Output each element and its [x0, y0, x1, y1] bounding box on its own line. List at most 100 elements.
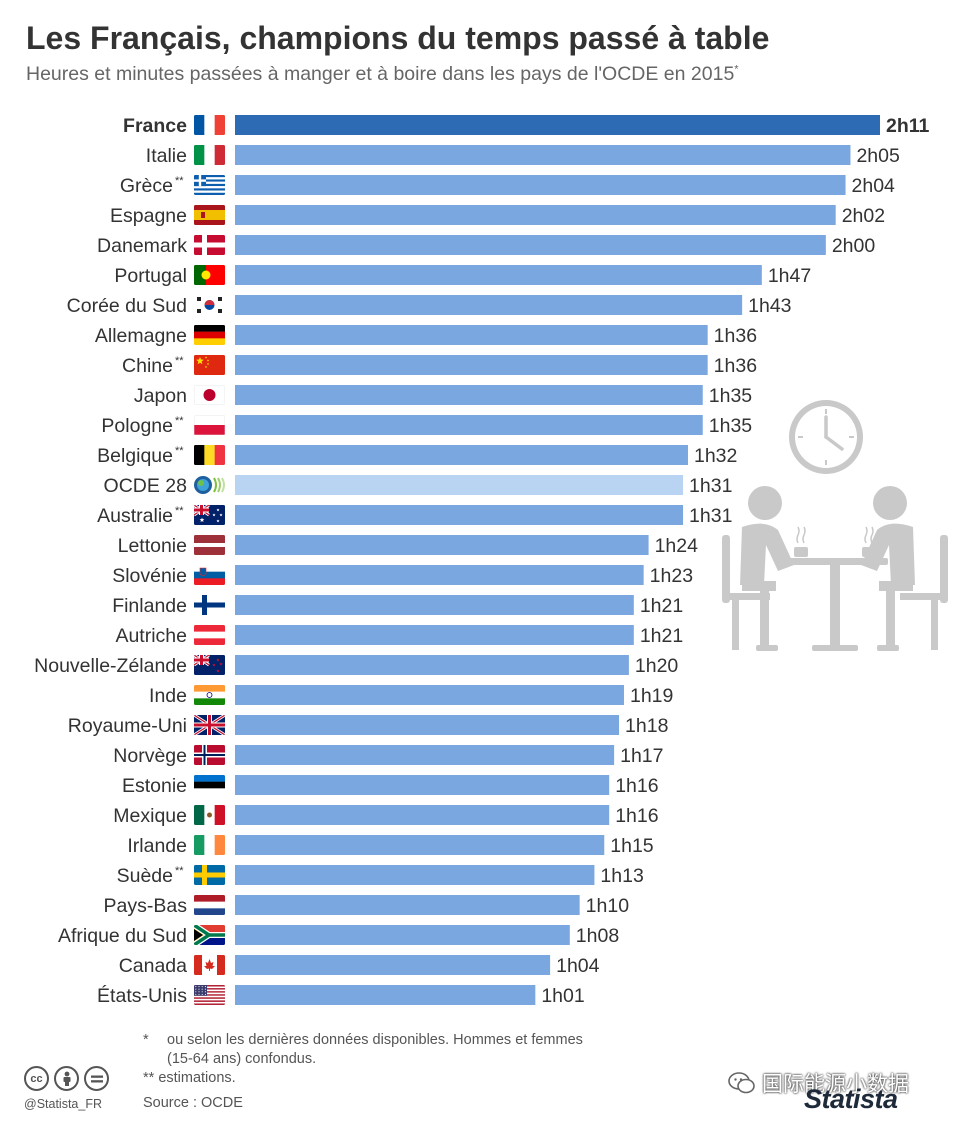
- flag-za-icon: [194, 925, 225, 945]
- category-label-pays-bas: Pays-Bas: [104, 895, 188, 917]
- category-label-royaume-uni: Royaume-Uni: [68, 715, 187, 737]
- category-label-lettonie: Lettonie: [118, 535, 187, 557]
- category-label-france: France: [123, 115, 187, 137]
- bar-pologne: [235, 415, 703, 435]
- flag-nz-icon: [194, 655, 225, 675]
- flag-it-icon: [194, 145, 225, 165]
- category-label-belgique: Belgique: [97, 445, 173, 467]
- bar-italie: [235, 145, 851, 165]
- creative-commons-icons: cc: [24, 1066, 109, 1091]
- value-label-belgique: 1h32: [694, 445, 737, 467]
- bar-mexique: [235, 805, 610, 825]
- bar-irlande: [235, 835, 605, 855]
- wechat-icon: [728, 1072, 755, 1094]
- source-note: Source : OCDE: [143, 1095, 243, 1111]
- flag-fi-icon: [194, 595, 225, 615]
- flag-gb-icon: [194, 715, 225, 735]
- bar-suede: [235, 865, 595, 885]
- category-footnote-mark: **: [175, 445, 184, 457]
- watermark-text: 国际能源小数据: [762, 1073, 909, 1096]
- category-label-ocde-28: OCDE 28: [104, 475, 187, 497]
- bar-slovenie: [235, 565, 644, 585]
- bar-norvege: [235, 745, 615, 765]
- flag-ie-icon: [194, 835, 225, 855]
- category-footnote-mark: **: [175, 505, 184, 517]
- flag-be-icon: [194, 445, 225, 465]
- category-footnote-mark: **: [175, 415, 184, 427]
- category-label-pologne: Pologne: [101, 415, 173, 437]
- flag-ee-icon: [194, 775, 225, 795]
- category-label-portugal: Portugal: [114, 265, 187, 287]
- value-label-coree-du-sud: 1h43: [748, 295, 791, 317]
- bar-belgique: [235, 445, 688, 465]
- value-label-afrique-du-sud: 1h08: [576, 925, 619, 947]
- category-label-finlande: Finlande: [112, 595, 187, 617]
- value-label-espagne: 2h02: [842, 205, 885, 227]
- value-label-chine: 1h36: [714, 355, 757, 377]
- flag-oecd-icon: [194, 476, 225, 494]
- value-label-france: 2h11: [886, 115, 930, 137]
- category-label-chine: Chine: [122, 355, 173, 377]
- bar-inde: [235, 685, 624, 705]
- flag-ca-icon: [194, 955, 225, 975]
- flag-jp-icon: [194, 385, 225, 405]
- flag-es-icon: [194, 205, 225, 225]
- flag-au-icon: [194, 505, 225, 525]
- flag-se-icon: [194, 865, 225, 885]
- bar-espagne: [235, 205, 836, 225]
- value-label-finlande: 1h21: [640, 595, 683, 617]
- category-label-canada: Canada: [119, 955, 187, 977]
- value-label-nouvelle-zelande: 1h20: [635, 655, 679, 677]
- value-label-italie: 2h05: [856, 145, 900, 167]
- bar-canada: [235, 955, 551, 975]
- flag-de-icon: [194, 325, 225, 345]
- category-label-coree-du-sud: Corée du Sud: [67, 295, 187, 317]
- flag-si-icon: [194, 565, 225, 585]
- bar-lettonie: [235, 535, 649, 555]
- wechat-watermark: 国际能源小数据: [728, 1068, 909, 1098]
- flag-kr-icon: [194, 295, 225, 315]
- diners-at-table-icon: [722, 400, 948, 651]
- footnote-star-text-2: (15-64 ans) confondus.: [167, 1051, 317, 1067]
- bar-grece: [235, 175, 846, 195]
- bar-etats-unis: [235, 985, 536, 1005]
- flag-dk-icon: [194, 235, 225, 255]
- footnote-star-mark: *: [143, 1032, 149, 1048]
- cc-nd-icon: [84, 1066, 109, 1091]
- category-label-mexique: Mexique: [113, 805, 187, 827]
- value-label-etats-unis: 1h01: [541, 985, 584, 1007]
- value-label-portugal: 1h47: [768, 265, 811, 287]
- flag-mx-icon: [194, 805, 225, 825]
- bar-japon: [235, 385, 703, 405]
- cc-icon: cc: [24, 1066, 49, 1091]
- flag-at-icon: [194, 625, 225, 645]
- value-label-australie: 1h31: [689, 505, 732, 527]
- category-label-norvege: Norvège: [113, 745, 187, 767]
- category-label-estonie: Estonie: [122, 775, 187, 797]
- value-label-pays-bas: 1h10: [586, 895, 630, 917]
- category-label-danemark: Danemark: [97, 235, 187, 257]
- category-label-australie: Australie: [97, 505, 173, 527]
- page-title: Les Français, champions du temps passé à…: [26, 20, 770, 56]
- category-footnote-mark: **: [175, 355, 184, 367]
- flag-in-icon: [194, 685, 225, 705]
- bar-autriche: [235, 625, 634, 645]
- bar-ocde-28: [235, 475, 684, 495]
- value-label-grece: 2h04: [852, 175, 896, 197]
- bar-finlande: [235, 595, 634, 615]
- category-label-suede: Suède: [117, 865, 173, 887]
- category-label-grece: Grèce: [120, 175, 173, 197]
- flag-no-icon: [194, 745, 225, 765]
- value-label-estonie: 1h16: [615, 775, 658, 797]
- flag-pt-icon: [194, 265, 225, 285]
- statista-logo: Statista: [804, 1084, 898, 1114]
- category-label-italie: Italie: [146, 145, 187, 167]
- bar-danemark: [235, 235, 826, 255]
- bar-nouvelle-zelande: [235, 655, 629, 675]
- social-handle: @Statista_FR: [24, 1097, 102, 1111]
- flag-cn-icon: [194, 355, 225, 375]
- bar-estonie: [235, 775, 610, 795]
- value-label-lettonie: 1h24: [655, 535, 699, 557]
- bar-france: [235, 115, 880, 135]
- flag-pl-icon: [194, 415, 225, 435]
